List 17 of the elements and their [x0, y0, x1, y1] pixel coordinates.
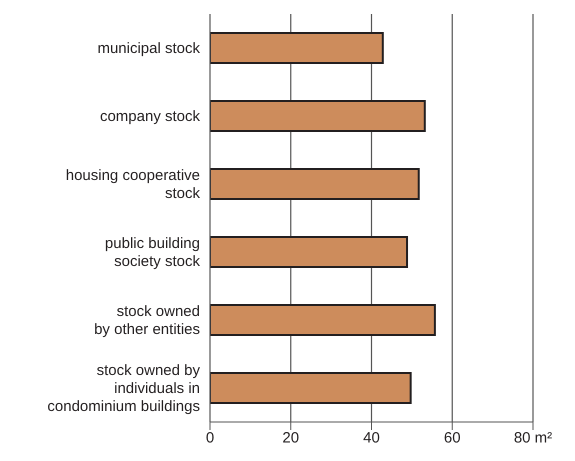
bar: [210, 32, 384, 64]
bar: [210, 372, 412, 404]
y-tick-label: municipal stock: [97, 40, 200, 56]
y-tick-label: stock owned by other entities: [94, 302, 200, 338]
x-tick-label: 80 m²: [514, 430, 552, 447]
x-tick-label: 20: [282, 430, 300, 447]
y-tick-label: stock owned by individuals in condominium buildings: [47, 362, 200, 414]
bar: [210, 304, 436, 336]
y-tick-label: company stock: [100, 108, 200, 124]
y-tick-label: public building society stock: [104, 234, 200, 270]
x-tick-label: 60: [444, 430, 461, 447]
x-tick-label: 40: [363, 430, 380, 447]
bar: [210, 236, 408, 268]
bar: [210, 100, 426, 132]
x-tick-label: 0: [206, 430, 214, 447]
bar: [210, 168, 420, 200]
y-tick-label: housing cooperative stock: [66, 166, 200, 202]
